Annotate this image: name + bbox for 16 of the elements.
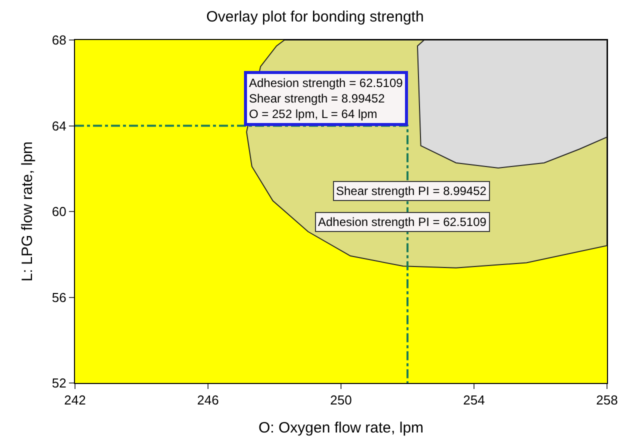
y-tick-label: 60: [52, 204, 66, 220]
y-tick-label: 56: [52, 290, 66, 305]
x-tick-label: 254: [463, 392, 485, 408]
chart-title: Overlay plot for bonding strength: [206, 8, 424, 26]
annotation: Adhesion strength = 62.5109 Shear strength = 8.99452 O = 252 lpm, L = 64 lpm: [249, 76, 404, 122]
y-tick-label: 68: [52, 32, 66, 48]
y-axis-title: L: LPG flow rate, lpm: [19, 141, 36, 282]
x-tick-label: 242: [64, 392, 86, 408]
annotation: Adhesion strength PI = 62.5109: [318, 215, 487, 229]
x-tick-label: 246: [197, 392, 219, 408]
annotation: Shear strength PI = 8.99452: [336, 184, 487, 198]
y-tick-label: 52: [52, 376, 66, 391]
x-axis-title: O: Oxygen flow rate, lpm: [258, 420, 424, 437]
y-tick-label: 64: [52, 118, 66, 134]
x-tick-label: 258: [596, 392, 618, 408]
x-tick-label: 250: [330, 392, 352, 408]
